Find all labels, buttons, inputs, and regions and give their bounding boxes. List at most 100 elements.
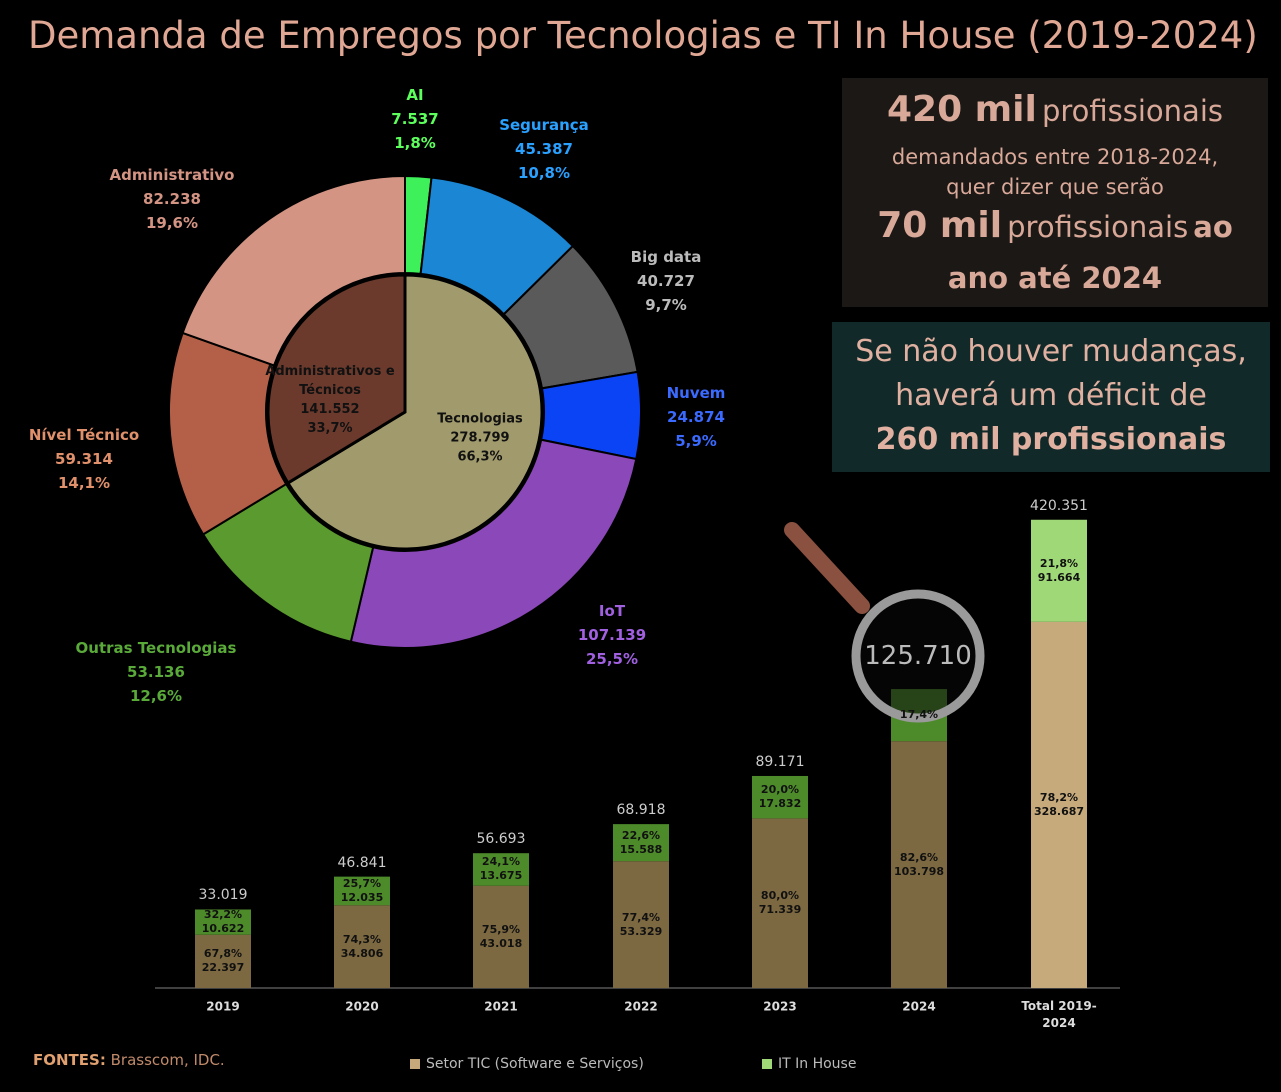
callout-text: demandados entre 2018-2024, bbox=[891, 145, 1219, 169]
segment-label-line: 24.874 bbox=[667, 408, 725, 426]
callout-text: profissionais bbox=[1007, 210, 1189, 244]
callout-emphasis: 260 mil profissionais bbox=[875, 422, 1227, 457]
bar-value-label-line: 32,2% bbox=[203, 908, 243, 922]
bar-segment bbox=[473, 853, 529, 886]
legend-label: IT In House bbox=[778, 1056, 856, 1072]
bar-value-label-line: 34.806 bbox=[340, 946, 384, 960]
callout-emphasis: ao bbox=[1193, 210, 1233, 244]
legend-swatch bbox=[762, 1059, 772, 1069]
segment-label: Tecnologias 278.799 66,3% bbox=[410, 410, 550, 467]
total-label: 68.918 bbox=[617, 802, 666, 818]
total-label-line: 420.351 bbox=[1030, 497, 1088, 514]
callout-line: 420 mil profissionais bbox=[842, 88, 1268, 138]
bar-value-label: 75,9% 43.018 bbox=[480, 923, 522, 951]
source-label: FONTES: bbox=[33, 1051, 106, 1069]
total-label-line: 56.693 bbox=[476, 831, 526, 848]
total-label-line: 68.918 bbox=[616, 802, 666, 819]
bar-value-label-line: 82,6% bbox=[899, 850, 939, 864]
segment-label: Big data 40.727 9,7% bbox=[631, 245, 702, 317]
bar-segment bbox=[1031, 519, 1087, 622]
total-label: 46.841 bbox=[338, 855, 387, 871]
bar-value-label: 20,0% 17.832 bbox=[759, 783, 801, 811]
segment-label-line: 82.238 bbox=[143, 190, 201, 208]
segment-label: Segurança 45.387 10,8% bbox=[499, 113, 589, 185]
segment-label-line: 7.537 bbox=[391, 110, 439, 128]
x-tick-label-line: 2020 bbox=[345, 999, 379, 1014]
donut-segment bbox=[266, 273, 407, 486]
segment-label-line: 45.387 bbox=[515, 140, 573, 158]
callout-box: 420 mil profissionais demandados entre 2… bbox=[842, 78, 1268, 307]
source-text: Brasscom, IDC. bbox=[110, 1051, 225, 1069]
bar-segment bbox=[473, 885, 529, 988]
x-tick-label-line: 2021 bbox=[484, 999, 518, 1014]
bar-segment bbox=[195, 909, 251, 935]
segment-label-line: Big data bbox=[630, 248, 702, 266]
x-tick-label: 2023 bbox=[741, 999, 819, 1016]
segment-label-line: Administrativo bbox=[109, 166, 235, 184]
bar-value-label: 24,1% 13.675 bbox=[480, 855, 522, 883]
bar-value-label-line: 22.397 bbox=[201, 961, 245, 975]
segment-label-line: 12,6% bbox=[129, 687, 183, 705]
legend-label-line: IT In House bbox=[778, 1056, 857, 1072]
page-title: Demanda de Empregos por Tecnologias e TI… bbox=[28, 14, 1258, 57]
segment-label-line: Outras Tecnologias bbox=[75, 639, 237, 657]
bar-value-label-line: 71.339 bbox=[758, 903, 802, 917]
total-label: 56.693 bbox=[477, 831, 526, 847]
bar-value-label: 74,3% 34.806 bbox=[341, 933, 383, 961]
segment-label-line: 66,3% bbox=[457, 449, 503, 465]
donut-segment bbox=[285, 273, 544, 551]
segment-label-line: 1,8% bbox=[394, 134, 436, 152]
callout-text: Se não houver mudanças, bbox=[855, 334, 1247, 369]
bar-value-label: 78,2% 328.687 bbox=[1034, 791, 1084, 819]
bar-value-label-line: 24,1% bbox=[481, 855, 521, 869]
segment-label-line: Nível Técnico bbox=[28, 426, 140, 444]
segment-label: Administrativo 82.238 19,6% bbox=[110, 163, 235, 235]
segment-label: Nível Técnico 59.314 14,1% bbox=[29, 423, 139, 495]
bar-value-label-line: 13.675 bbox=[479, 869, 523, 883]
segment-label-line: 59.314 bbox=[55, 450, 113, 468]
callout-emphasis: 420 mil bbox=[886, 89, 1037, 130]
x-tick-label-line: 2019 bbox=[206, 999, 240, 1014]
x-tick-label-line: Total 2019-2024 bbox=[1021, 999, 1097, 1030]
callout-box: Se não houver mudanças, haverá um défici… bbox=[832, 322, 1270, 472]
segment-label-line: IoT bbox=[598, 602, 626, 620]
segment-label-line: 141.552 bbox=[300, 402, 360, 417]
segment-label: Administrativos e Técnicos 141.552 33,7% bbox=[260, 362, 400, 438]
bar-value-label-line: 91.664 bbox=[1037, 570, 1081, 584]
segment-label-line: 53.136 bbox=[127, 663, 185, 681]
x-tick-label: Total 2019-2024 bbox=[1020, 998, 1098, 1032]
bar-value-label-line: 12.035 bbox=[340, 890, 384, 904]
bar-value-label: 77,4% 53.329 bbox=[620, 911, 662, 939]
bar-value-label-line: 103.798 bbox=[893, 864, 945, 878]
bar-value-label-line: 21,8% bbox=[1039, 556, 1079, 570]
total-label-line: 33.019 bbox=[198, 887, 248, 904]
bar-segment bbox=[891, 741, 947, 988]
segment-label-line: AI bbox=[406, 86, 424, 104]
bar-value-label-line: 78,2% bbox=[1039, 790, 1079, 804]
callout-line: 70 mil profissionais ao bbox=[842, 202, 1268, 256]
magnifier-handle bbox=[784, 522, 870, 614]
bar-value-label-line: 80,0% bbox=[760, 889, 800, 903]
segment-label: IoT 107.139 25,5% bbox=[578, 599, 646, 671]
callout-emphasis: 70 mil bbox=[877, 205, 1003, 246]
donut-segment bbox=[349, 438, 638, 649]
bar-value-label-line: 17,4% bbox=[899, 708, 939, 722]
segment-label-line: Nuvem bbox=[666, 384, 726, 402]
x-tick-label: 2022 bbox=[602, 999, 680, 1016]
bar-segment bbox=[334, 905, 390, 988]
x-tick-label-line: 2024 bbox=[902, 999, 936, 1014]
donut-segment bbox=[181, 174, 406, 367]
x-tick-label: 2020 bbox=[323, 999, 401, 1016]
bar-value-label: 67,8% 22.397 bbox=[202, 947, 244, 975]
total-label-line: 125.710 bbox=[864, 641, 972, 671]
x-tick-label-line: 2022 bbox=[624, 999, 658, 1014]
bar-value-label: 82,6% 103.798 bbox=[894, 851, 944, 879]
segment-label-line: 40.727 bbox=[637, 272, 695, 290]
bar-segment bbox=[1031, 621, 1087, 988]
x-tick-label: 2021 bbox=[462, 999, 540, 1016]
magnifier bbox=[851, 589, 985, 723]
x-tick-label-line: 2023 bbox=[763, 999, 797, 1014]
total-label-line: 89.171 bbox=[755, 753, 805, 770]
segment-label: Outras Tecnologias 53.136 12,6% bbox=[76, 636, 237, 708]
